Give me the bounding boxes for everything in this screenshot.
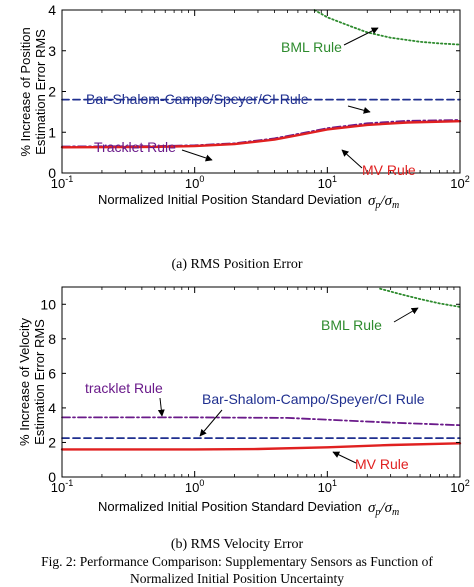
chart-a-ylabel-line1: % Increase of Position — [18, 27, 33, 156]
chart-b-label-tracklet: tracklet Rule — [85, 380, 163, 396]
chart-b-xtick-label: 100 — [185, 478, 204, 495]
chart-b: 0 2 4 6 8 10 10-1 100 101 102 % Increase of Veloc… — [17, 286, 470, 518]
chart-b-series-0 — [379, 287, 461, 308]
chart-a-arrow-bml — [343, 27, 379, 46]
chart-a-ytick-label: 3 — [48, 43, 56, 59]
chart-b-ylabel-line1: % Increase of Velocity — [17, 318, 32, 446]
chart-b-xlabel-math: σp/σm — [368, 500, 399, 518]
chart-b-xtick-label: 10-1 — [51, 478, 73, 495]
chart-b-label-mv: MV Rule — [355, 456, 409, 472]
chart-b-ylabel-line2: Estimation Error RMS — [32, 319, 47, 445]
chart-a-series-3 — [60, 119, 462, 149]
chart-a-ticks: 0 1 2 3 4 10-1 100 101 102 — [48, 2, 470, 191]
chart-b-series-1 — [61, 416, 461, 427]
chart-a-arrow-tracklet — [181, 149, 213, 162]
figure-caption-line1: Fig. 2: Performance Comparison: Suppleme… — [41, 554, 433, 569]
chart-a-label-mv: MV Rule — [362, 162, 416, 178]
chart-b-ticks: 0 2 4 6 8 10 10-1 100 101 102 — [40, 287, 470, 495]
chart-b-xtick-label: 101 — [318, 478, 337, 495]
chart-b-series-3 — [60, 442, 462, 451]
chart-b-label-bml: BML Rule — [321, 317, 382, 333]
chart-b-ytick-label: 0 — [48, 469, 56, 485]
chart-a-xtick-label: 102 — [450, 174, 469, 191]
chart-a-series-0 — [313, 9, 461, 46]
chart-b-frame — [61, 286, 461, 478]
chart-a-label-tracklet: Tracklet Rule — [94, 139, 176, 155]
chart-a-ytick-label: 1 — [48, 124, 56, 140]
chart-a-ytick-label: 0 — [48, 165, 56, 181]
chart-b-xlabel: Normalized Initial Position Standard Dev… — [98, 499, 362, 514]
chart-b-ytick-label: 10 — [40, 296, 56, 312]
chart-b-label-bsc: Bar-Shalom-Campo/Speyer/CI Rule — [202, 391, 425, 407]
chart-b-ytick-label: 2 — [48, 434, 56, 450]
chart-b-ytick-label: 6 — [48, 365, 56, 381]
chart-a-ytick-label: 2 — [48, 84, 56, 100]
chart-a-arrow-mv — [341, 149, 363, 169]
chart-a-ylabel-line2: Estimation Error RMS — [33, 29, 48, 155]
chart-a-xlabel: Normalized Initial Position Standard Dev… — [98, 192, 362, 207]
chart-a-xtick-label: 100 — [185, 174, 204, 191]
chart-a-label-bsc: Bar-Shalom-Campo/Speyer/CI Rule — [86, 91, 309, 107]
chart-a-ytick-label: 4 — [48, 2, 56, 18]
chart-a-caption: (a) RMS Position Error — [171, 257, 303, 272]
chart-b-xtick-label: 102 — [450, 478, 469, 495]
chart-a-arrow-bsc — [347, 105, 371, 114]
chart-a-xtick-label: 10-1 — [51, 174, 73, 191]
chart-a-label-bml: BML Rule — [281, 39, 342, 55]
chart-a-xlabel-math: σp/σm — [368, 193, 399, 211]
chart-b-arrow-tracklet — [157, 397, 165, 417]
chart-a-xtick-label: 101 — [318, 174, 337, 191]
figure-caption-line2: Normalized Initial Position Uncertainty — [129, 571, 345, 586]
chart-a: 0 1 2 3 4 10-1 100 101 102 % Increase of Positio… — [18, 2, 470, 211]
chart-a-series — [60, 9, 462, 149]
chart-b-series — [60, 287, 462, 451]
chart-b-ytick-label: 8 — [48, 331, 56, 347]
chart-b-caption: (b) RMS Velocity Error — [170, 537, 304, 552]
chart-b-ytick-label: 4 — [48, 400, 56, 416]
chart-b-arrow-bsc — [199, 409, 223, 437]
chart-b-arrow-mv — [332, 451, 357, 464]
chart-b-arrow-bml — [393, 307, 419, 323]
